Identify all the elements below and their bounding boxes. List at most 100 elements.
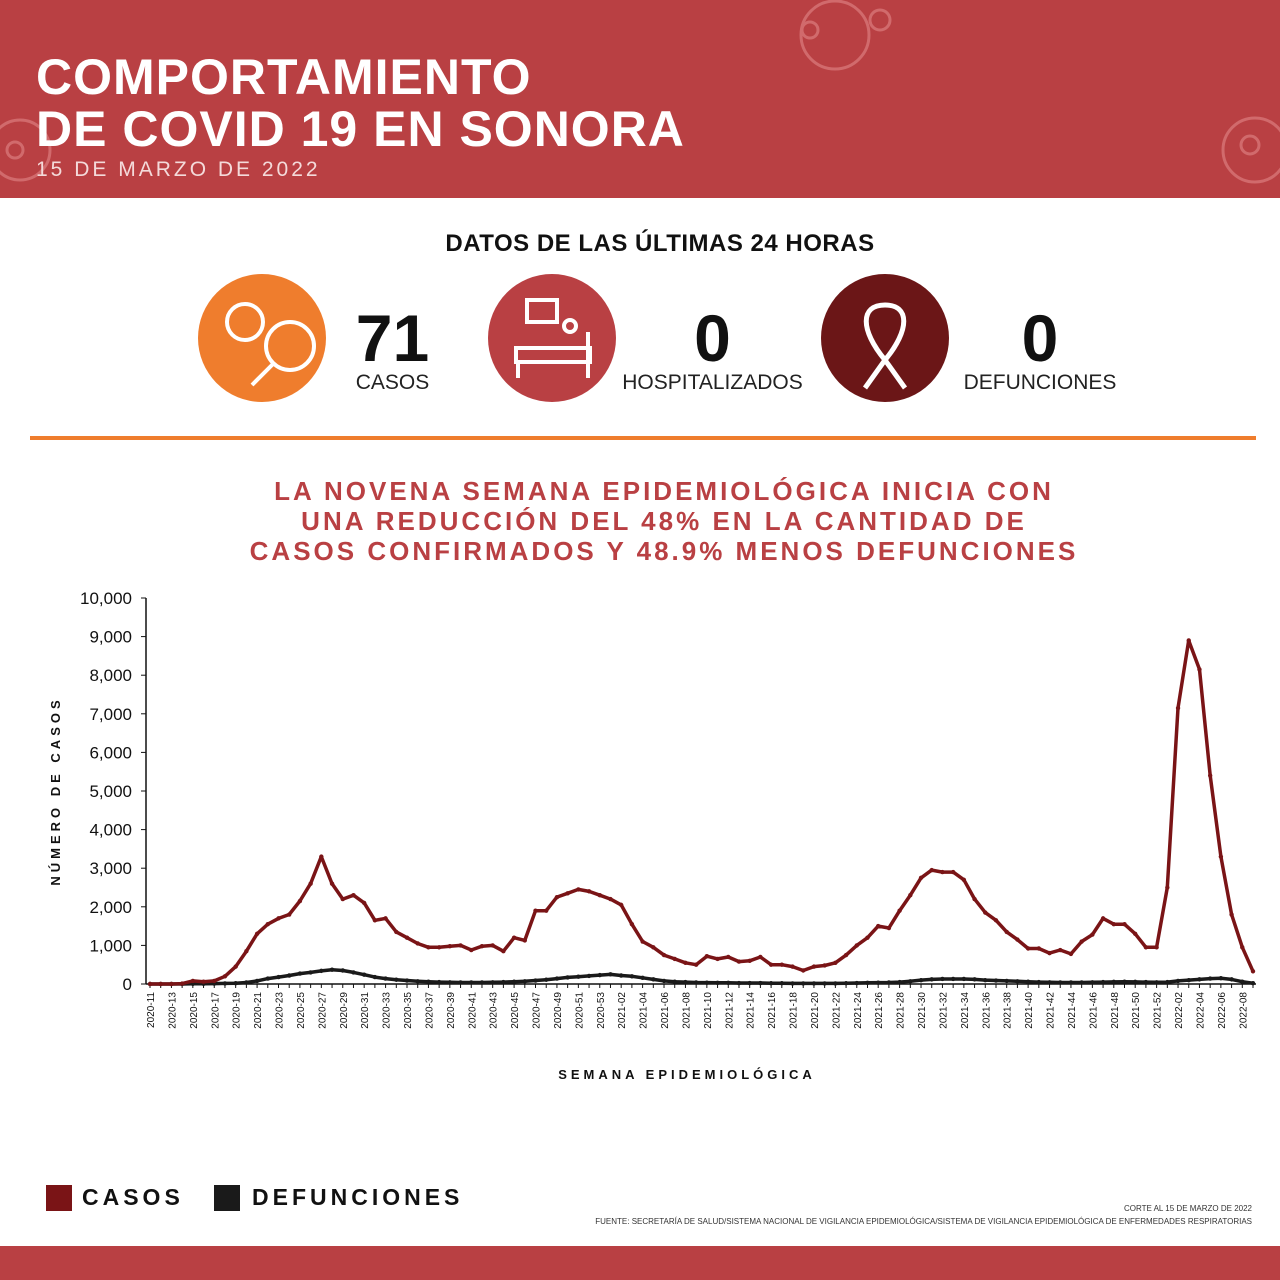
point	[693, 980, 699, 985]
point	[1058, 980, 1063, 985]
x-tick-label: 2022-08	[1238, 992, 1249, 1029]
point	[929, 867, 934, 873]
point	[361, 972, 367, 977]
point	[908, 979, 913, 984]
y-tick-label: 6,000	[89, 743, 132, 762]
point	[747, 958, 752, 964]
point	[1218, 976, 1224, 981]
point	[1240, 979, 1245, 984]
point	[158, 981, 163, 987]
point	[469, 947, 474, 953]
point	[329, 967, 335, 972]
x-tick-label: 2020-15	[189, 992, 200, 1029]
point	[736, 959, 742, 964]
point	[908, 893, 913, 898]
point	[415, 979, 420, 984]
y-tick-label: 7,000	[89, 705, 132, 724]
point	[179, 981, 185, 986]
x-tick-label: 2021-02	[617, 992, 628, 1029]
legend-swatch	[214, 1185, 240, 1211]
point	[361, 900, 367, 906]
point	[308, 881, 313, 886]
x-tick-label: 2020-27	[317, 992, 328, 1029]
x-tick-label: 2021-20	[810, 992, 821, 1029]
x-tick-label: 2020-45	[510, 992, 521, 1029]
point	[265, 921, 270, 927]
point	[1133, 931, 1138, 937]
point	[426, 945, 431, 950]
x-axis-title: SEMANA EPIDEMIOLÓGICA	[558, 1067, 816, 1082]
point	[469, 980, 474, 985]
point	[897, 908, 902, 913]
point	[501, 979, 506, 985]
point	[661, 978, 667, 984]
point	[254, 978, 260, 984]
point	[265, 976, 270, 981]
point	[586, 889, 592, 894]
point	[1111, 921, 1116, 927]
point	[790, 981, 795, 986]
x-tick-label: 2021-06	[660, 992, 671, 1029]
x-tick-label: 2020-51	[574, 992, 585, 1029]
point	[779, 981, 785, 986]
point	[940, 869, 945, 875]
point	[822, 963, 827, 968]
point	[565, 891, 570, 896]
point	[554, 976, 560, 981]
point	[1143, 945, 1149, 950]
point	[833, 960, 838, 965]
point	[886, 980, 892, 985]
legend-label: DEFUNCIONES	[252, 1184, 464, 1210]
date: 15 DE MARZO DE 2022	[36, 158, 321, 181]
point	[276, 974, 281, 980]
point	[1197, 667, 1202, 672]
x-tick-label: 2020-33	[382, 992, 393, 1029]
y-tick-label: 0	[123, 975, 132, 994]
point	[308, 970, 313, 975]
title-line: DE COVID 19 EN SONORA	[36, 101, 685, 157]
x-tick-label: 2020-13	[167, 992, 178, 1029]
point	[811, 981, 817, 986]
point	[1207, 976, 1213, 981]
point	[1025, 946, 1031, 951]
point	[522, 979, 528, 984]
x-tick-label: 2020-43	[489, 992, 500, 1029]
point	[544, 977, 549, 982]
point	[222, 974, 228, 979]
point	[608, 972, 613, 977]
point	[972, 896, 977, 902]
point	[640, 939, 645, 944]
x-tick-label: 2021-32	[938, 992, 949, 1029]
point	[319, 968, 324, 974]
point	[1175, 978, 1181, 984]
y-tick-label: 9,000	[89, 628, 132, 647]
point	[961, 976, 967, 982]
point	[886, 925, 892, 931]
point	[1100, 979, 1106, 985]
point	[618, 973, 624, 978]
y-tick-label: 8,000	[89, 666, 132, 685]
x-tick-label: 2021-24	[853, 992, 864, 1029]
point	[522, 938, 528, 943]
headline: CASOS CONFIRMADOS Y 48.9% MENOS DEFUNCIO…	[249, 536, 1079, 566]
deaths-icon	[821, 274, 949, 402]
point	[651, 977, 656, 982]
x-tick-label: 2021-04	[639, 992, 650, 1029]
point	[758, 954, 763, 960]
stat-label: DEFUNCIONES	[963, 371, 1117, 394]
point	[554, 894, 560, 900]
x-tick-label: 2021-42	[1046, 992, 1057, 1029]
point	[1068, 951, 1074, 957]
point	[329, 881, 335, 886]
x-tick-label: 2020-11	[146, 992, 157, 1028]
point	[801, 981, 806, 986]
point	[169, 981, 174, 987]
point	[479, 980, 485, 985]
point	[683, 979, 688, 985]
point	[1004, 978, 1009, 984]
point	[436, 945, 442, 950]
x-tick-label: 2021-30	[917, 992, 928, 1029]
source-note: FUENTE: SECRETARÍA DE SALUD/SISTEMA NACI…	[595, 1217, 1252, 1226]
point	[458, 980, 463, 985]
y-tick-label: 2,000	[89, 898, 132, 917]
